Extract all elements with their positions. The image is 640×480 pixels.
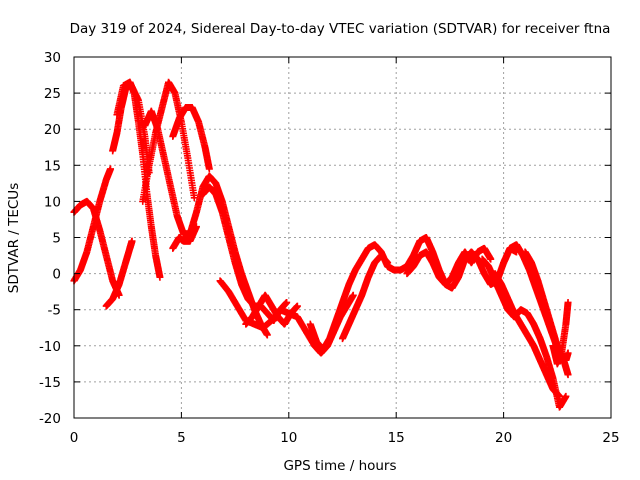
series-sat-q	[491, 270, 563, 400]
y-axis-label: SDTVAR / TECUs	[6, 183, 22, 293]
data-point	[293, 302, 301, 310]
y-tick-label: -20	[39, 411, 61, 427]
data-point	[156, 273, 164, 281]
data-point	[128, 237, 136, 245]
series-sat-j	[199, 183, 291, 325]
y-tick-label: 15	[44, 158, 61, 174]
series-sat-s	[521, 248, 572, 379]
data-point	[487, 255, 495, 263]
data-point	[564, 371, 572, 379]
axis-ticks	[73, 56, 612, 419]
y-tick-label: 30	[44, 50, 61, 66]
data-point	[384, 259, 392, 267]
series-sat-l	[242, 291, 301, 328]
y-tick-label: 20	[44, 122, 61, 138]
series-sat-h	[169, 223, 200, 252]
x-tick-label: 0	[70, 430, 79, 446]
data-point	[283, 298, 291, 306]
chart-title: Day 319 of 2024, Sidereal Day-to-day VTE…	[70, 21, 611, 37]
series-sat-e	[113, 78, 153, 177]
y-tick-label: -5	[48, 303, 61, 319]
x-tick-label: 15	[388, 430, 405, 446]
data-point	[192, 223, 200, 231]
y-tick-label: 25	[44, 86, 61, 102]
series-sat-i	[169, 104, 213, 173]
y-tick-label: 10	[44, 194, 61, 210]
y-tick-label: 0	[52, 267, 61, 283]
series-sat-b	[70, 165, 115, 285]
x-tick-label: 10	[280, 430, 297, 446]
x-axis-label: GPS time / hours	[283, 458, 396, 474]
data-point	[555, 392, 563, 400]
data-points	[70, 78, 572, 411]
x-tick-label: 25	[602, 430, 619, 446]
data-point	[107, 165, 115, 173]
x-tick-label: 5	[177, 430, 186, 446]
data-point	[564, 298, 572, 306]
series-sat-t	[549, 298, 572, 368]
y-tick-label: -15	[39, 375, 61, 391]
series-sat-n	[339, 252, 392, 343]
y-tick-label: -10	[39, 339, 61, 355]
y-tick-labels: -20 -15 -10 -5 0 5 10 15 20 25 30	[39, 50, 61, 427]
x-tick-labels: 0 5 10 15 20 25	[70, 430, 620, 446]
data-point	[263, 331, 271, 339]
data-point	[564, 349, 572, 357]
series-sat-c	[102, 237, 136, 310]
series-sat-f	[139, 78, 198, 205]
data-point	[562, 392, 570, 400]
x-tick-label: 20	[495, 430, 512, 446]
series-sat-o	[403, 244, 495, 288]
data-point	[205, 165, 213, 173]
data-point	[349, 291, 357, 299]
y-tick-label: 5	[52, 231, 61, 247]
